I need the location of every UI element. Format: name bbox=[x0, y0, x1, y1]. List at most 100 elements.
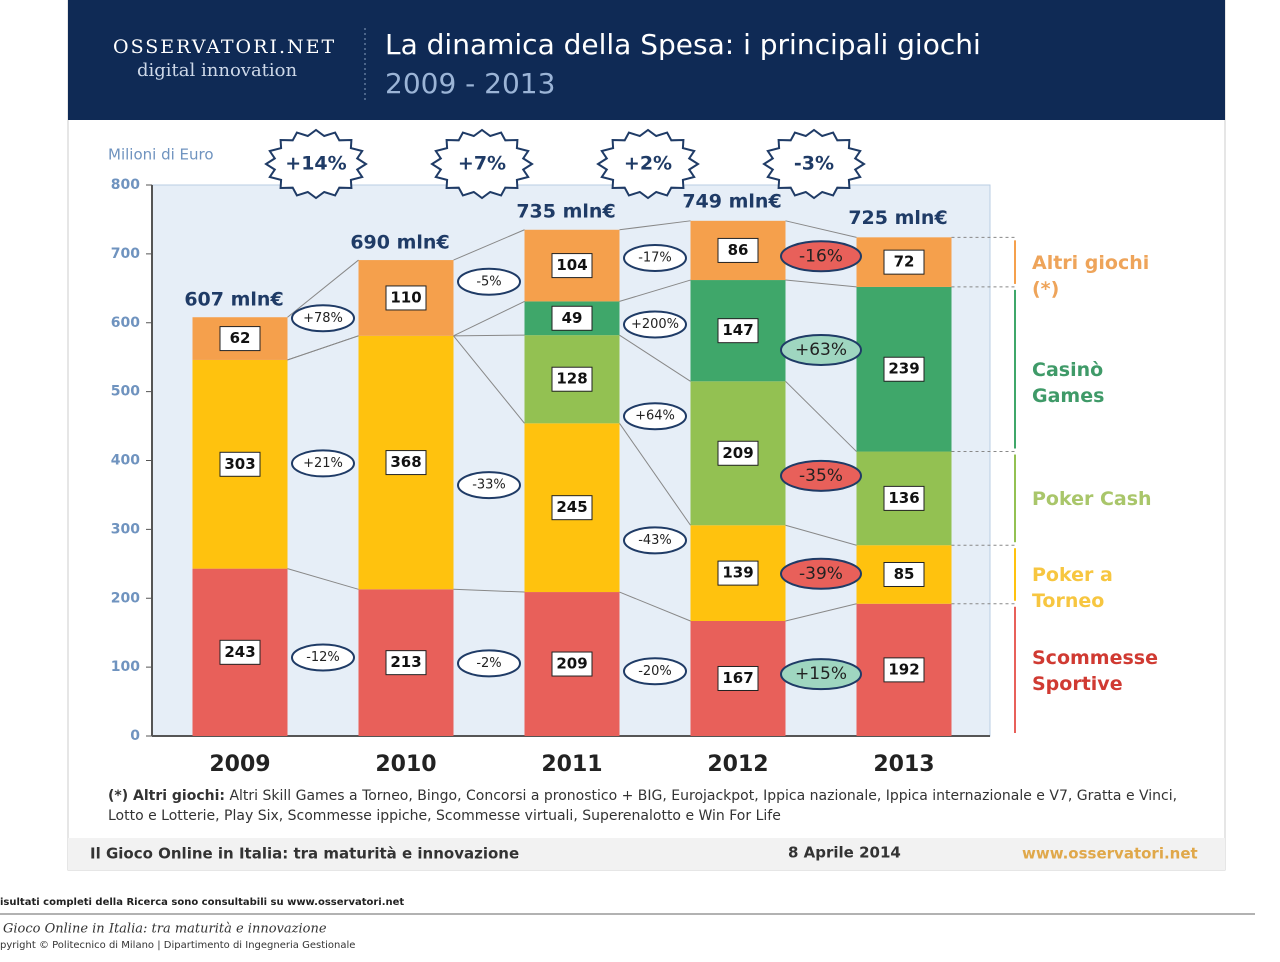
x-tick-label: 2012 bbox=[707, 752, 768, 777]
value-label: 213 bbox=[390, 653, 421, 671]
connector bbox=[453, 588, 525, 593]
change-badge bbox=[291, 304, 355, 333]
value-label: 245 bbox=[556, 498, 587, 516]
value-label: 167 bbox=[722, 669, 753, 687]
change-badge bbox=[457, 649, 521, 678]
change-badge bbox=[291, 643, 355, 672]
growth-star bbox=[430, 128, 534, 200]
change-label: +21% bbox=[303, 456, 343, 471]
value-label: 62 bbox=[230, 329, 251, 347]
legend-label: Poker a Torneo bbox=[1032, 564, 1113, 613]
x-tick-label: 2013 bbox=[873, 752, 934, 777]
connector bbox=[287, 259, 359, 318]
value-label: 303 bbox=[224, 455, 255, 473]
change-badge bbox=[780, 240, 862, 273]
page-note: isultati completi della Ricerca sono con… bbox=[0, 897, 404, 908]
value-box bbox=[717, 665, 759, 691]
growth-star bbox=[596, 128, 700, 200]
page-title: Gioco Online in Italia: tra maturità e i… bbox=[3, 922, 327, 937]
connector bbox=[619, 220, 691, 231]
value-box bbox=[883, 485, 925, 511]
growth-label: -3% bbox=[794, 153, 834, 175]
change-badge bbox=[457, 267, 521, 296]
value-label: 85 bbox=[894, 565, 915, 583]
value-box bbox=[717, 237, 759, 263]
legend-label: Poker Cash bbox=[1032, 488, 1152, 511]
change-label: -2% bbox=[476, 656, 501, 671]
y-tick-label: 400 bbox=[111, 453, 140, 469]
value-box bbox=[219, 326, 261, 352]
footer-left: Il Gioco Online in Italia: tra maturità … bbox=[90, 845, 519, 863]
value-box bbox=[385, 650, 427, 676]
total-label: 735 mln€ bbox=[516, 200, 615, 222]
value-label: 104 bbox=[556, 256, 587, 274]
change-badge bbox=[780, 459, 862, 492]
y-tick-label: 600 bbox=[111, 315, 140, 331]
connector bbox=[287, 568, 359, 590]
x-tick-label: 2010 bbox=[375, 752, 436, 777]
change-label: -43% bbox=[638, 533, 672, 548]
y-tick-label: 800 bbox=[111, 177, 140, 193]
growth-star bbox=[264, 128, 368, 200]
value-box bbox=[551, 253, 593, 279]
connector bbox=[785, 220, 857, 238]
x-tick-label: 2009 bbox=[209, 752, 270, 777]
change-label: +63% bbox=[795, 340, 847, 360]
total-label: 725 mln€ bbox=[848, 207, 947, 229]
change-badge bbox=[623, 526, 687, 555]
value-label: 209 bbox=[722, 444, 753, 462]
connector bbox=[785, 380, 857, 452]
value-box bbox=[883, 249, 925, 275]
value-label: 110 bbox=[390, 288, 421, 306]
change-badge bbox=[457, 471, 521, 500]
change-badge bbox=[780, 557, 862, 590]
change-badge bbox=[623, 402, 687, 431]
value-label: 49 bbox=[562, 309, 583, 327]
value-label: 147 bbox=[722, 321, 753, 339]
value-box bbox=[717, 440, 759, 466]
value-box bbox=[385, 285, 427, 311]
legend-label: Casinò Games bbox=[1032, 359, 1105, 408]
change-badge bbox=[291, 449, 355, 478]
page-copyright: pyright © Politecnico di Milano | Dipart… bbox=[0, 940, 355, 951]
legend-label: Altri giochi (*) bbox=[1032, 252, 1150, 301]
y-tick-label: 300 bbox=[111, 521, 140, 537]
connector bbox=[619, 279, 691, 302]
footnote: (*) Altri giochi: Altri Skill Games a To… bbox=[108, 786, 1208, 826]
header bbox=[68, 0, 1225, 120]
y-axis-label: Milioni di Euro bbox=[108, 146, 214, 164]
connector bbox=[785, 524, 857, 546]
footer-bar bbox=[68, 838, 1225, 870]
total-label: 749 mln€ bbox=[682, 191, 781, 213]
value-box bbox=[551, 651, 593, 677]
growth-star bbox=[762, 128, 866, 200]
footnote-text: Altri Skill Games a Torneo, Bingo, Conco… bbox=[108, 788, 1178, 824]
connector bbox=[619, 591, 691, 622]
value-box bbox=[717, 560, 759, 586]
change-badge bbox=[780, 658, 862, 691]
total-label: 690 mln€ bbox=[350, 231, 449, 253]
x-tick-label: 2011 bbox=[541, 752, 602, 777]
change-label: -33% bbox=[472, 478, 506, 493]
change-badge bbox=[623, 657, 687, 686]
value-label: 128 bbox=[556, 370, 587, 388]
change-label: -39% bbox=[799, 564, 843, 584]
change-label: -17% bbox=[638, 251, 672, 266]
footer-url: www.osservatori.net bbox=[1022, 845, 1198, 863]
y-tick-label: 100 bbox=[111, 659, 140, 675]
total-label: 607 mln€ bbox=[184, 288, 283, 310]
value-box bbox=[883, 657, 925, 683]
value-box bbox=[883, 356, 925, 382]
value-label: 239 bbox=[888, 360, 919, 378]
change-label: -12% bbox=[306, 650, 340, 665]
growth-label: +7% bbox=[458, 153, 506, 175]
value-box bbox=[883, 561, 925, 587]
growth-label: +2% bbox=[624, 153, 672, 175]
change-badge bbox=[623, 310, 687, 339]
value-label: 86 bbox=[728, 241, 749, 259]
change-label: +64% bbox=[635, 409, 675, 424]
value-label: 136 bbox=[888, 489, 919, 507]
change-label: +78% bbox=[303, 311, 343, 326]
